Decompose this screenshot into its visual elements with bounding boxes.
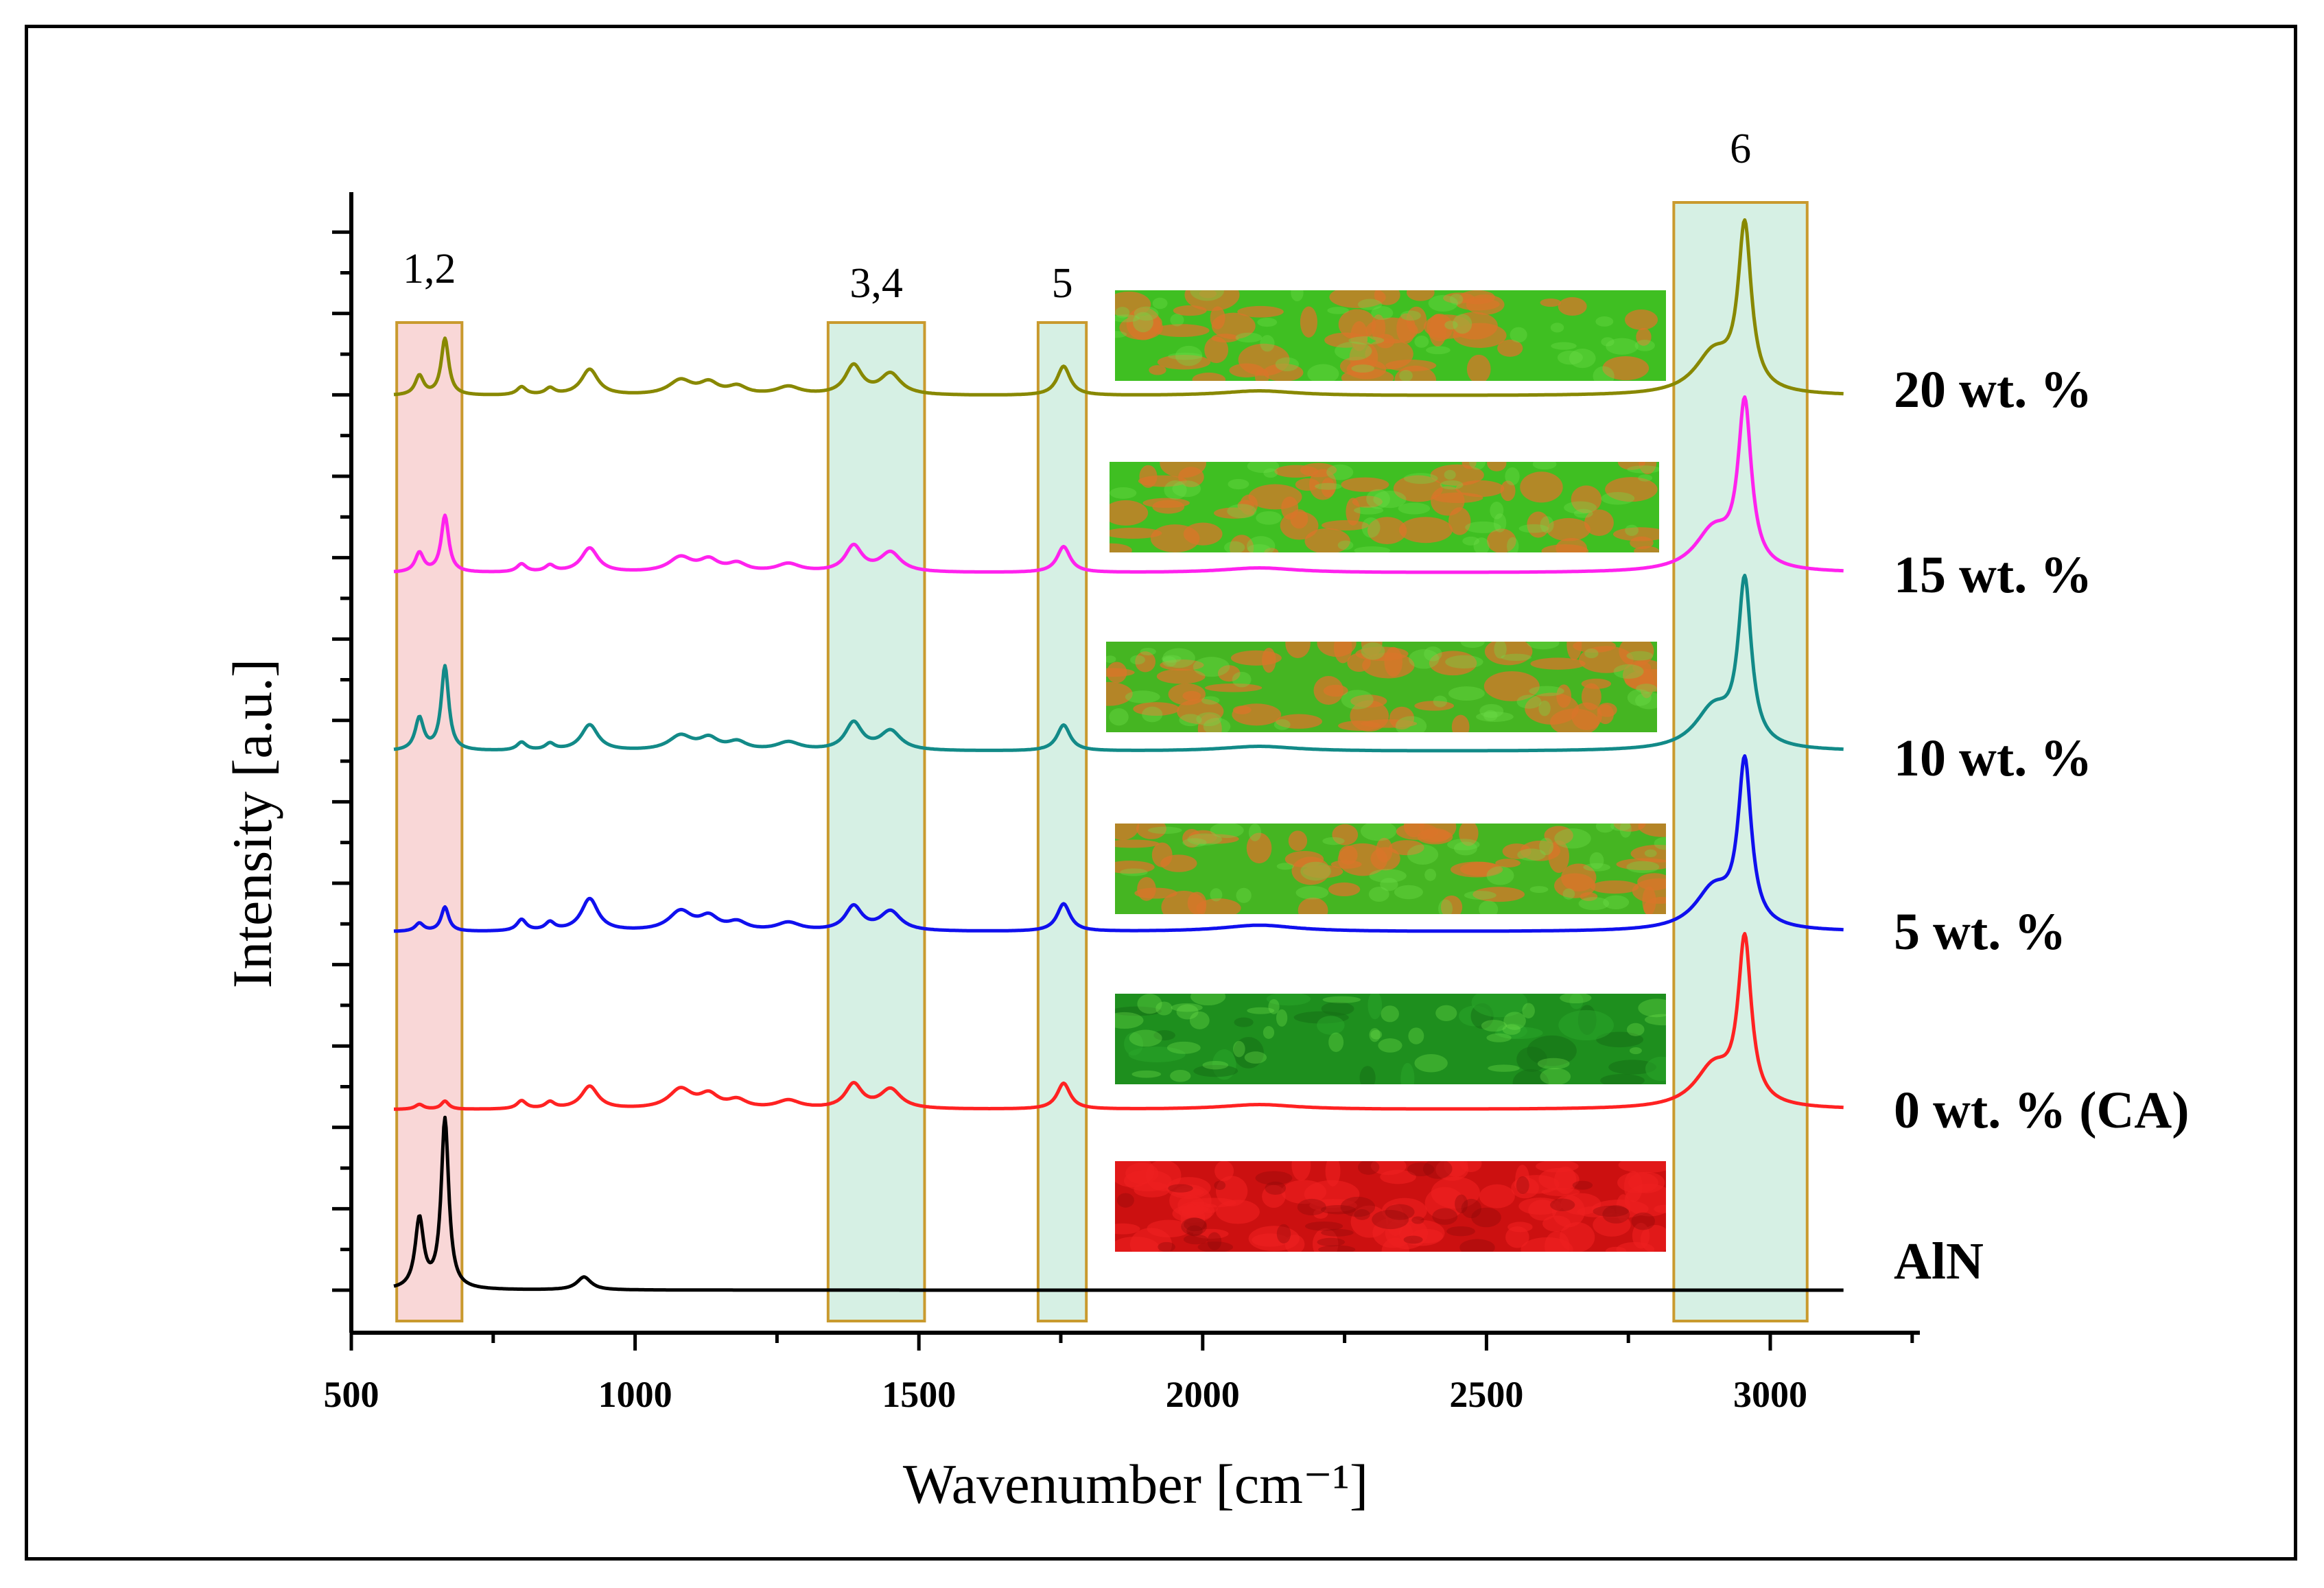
x-tick-label: 2000 [1166, 1374, 1240, 1415]
inset-image-6 [1115, 1161, 1666, 1252]
series-label-4: 5 wt. % [1894, 903, 2066, 961]
series-line-4 [393, 754, 1844, 933]
inset-image-4 [1115, 824, 1666, 914]
region-label-1: 1,2 [403, 246, 456, 292]
y-axis-title: Intensity [a.u.] [221, 659, 283, 988]
region-box-1 [395, 321, 464, 1322]
axes: 500 1000 1500 2000 2500 3000 Wavenumber [cm⁻¹]… [221, 192, 1920, 1515]
series-line-3 [393, 574, 1844, 753]
x-tick-label: 500 [324, 1374, 379, 1415]
inset-image-5 [1115, 994, 1666, 1084]
region-label-2: 3,4 [849, 260, 903, 307]
region-box-3 [1036, 321, 1088, 1322]
x-tick-label: 1500 [882, 1374, 956, 1415]
series-label-3: 10 wt. % [1894, 729, 2092, 787]
series-line-2 [393, 395, 1844, 574]
region-label-4: 6 [1730, 126, 1751, 172]
series-line-6 [393, 1115, 1844, 1292]
series-line-1 [393, 218, 1844, 397]
region-box-4 [1672, 201, 1809, 1322]
inset-image-1 [1115, 290, 1666, 381]
series-label-1: 20 wt. % [1894, 361, 2092, 419]
highlight-regions: 1,2 3,4 5 6 [395, 126, 1809, 1322]
series-labels: 20 wt. % 15 wt. % 10 wt. % 5 wt. % 0 wt. % (… [1894, 361, 2190, 1290]
series-label-2: 15 wt. % [1894, 546, 2092, 604]
x-tick-label: 3000 [1733, 1374, 1807, 1415]
series-line-5 [393, 932, 1844, 1111]
inset-image-3 [1106, 642, 1657, 732]
series-label-5: 0 wt. % (CA) [1894, 1082, 2190, 1139]
x-tick-label: 2500 [1449, 1374, 1523, 1415]
region-label-3: 5 [1052, 260, 1073, 307]
inset-image-2 [1110, 462, 1659, 552]
x-tick-label: 1000 [598, 1374, 672, 1415]
microscopy-insets [1106, 290, 1666, 1252]
spectra-series [393, 218, 1844, 1292]
x-axis-title: Wavenumber [cm⁻¹] [903, 1453, 1368, 1515]
series-label-6: AlN [1894, 1233, 1984, 1290]
region-box-2 [826, 321, 926, 1322]
